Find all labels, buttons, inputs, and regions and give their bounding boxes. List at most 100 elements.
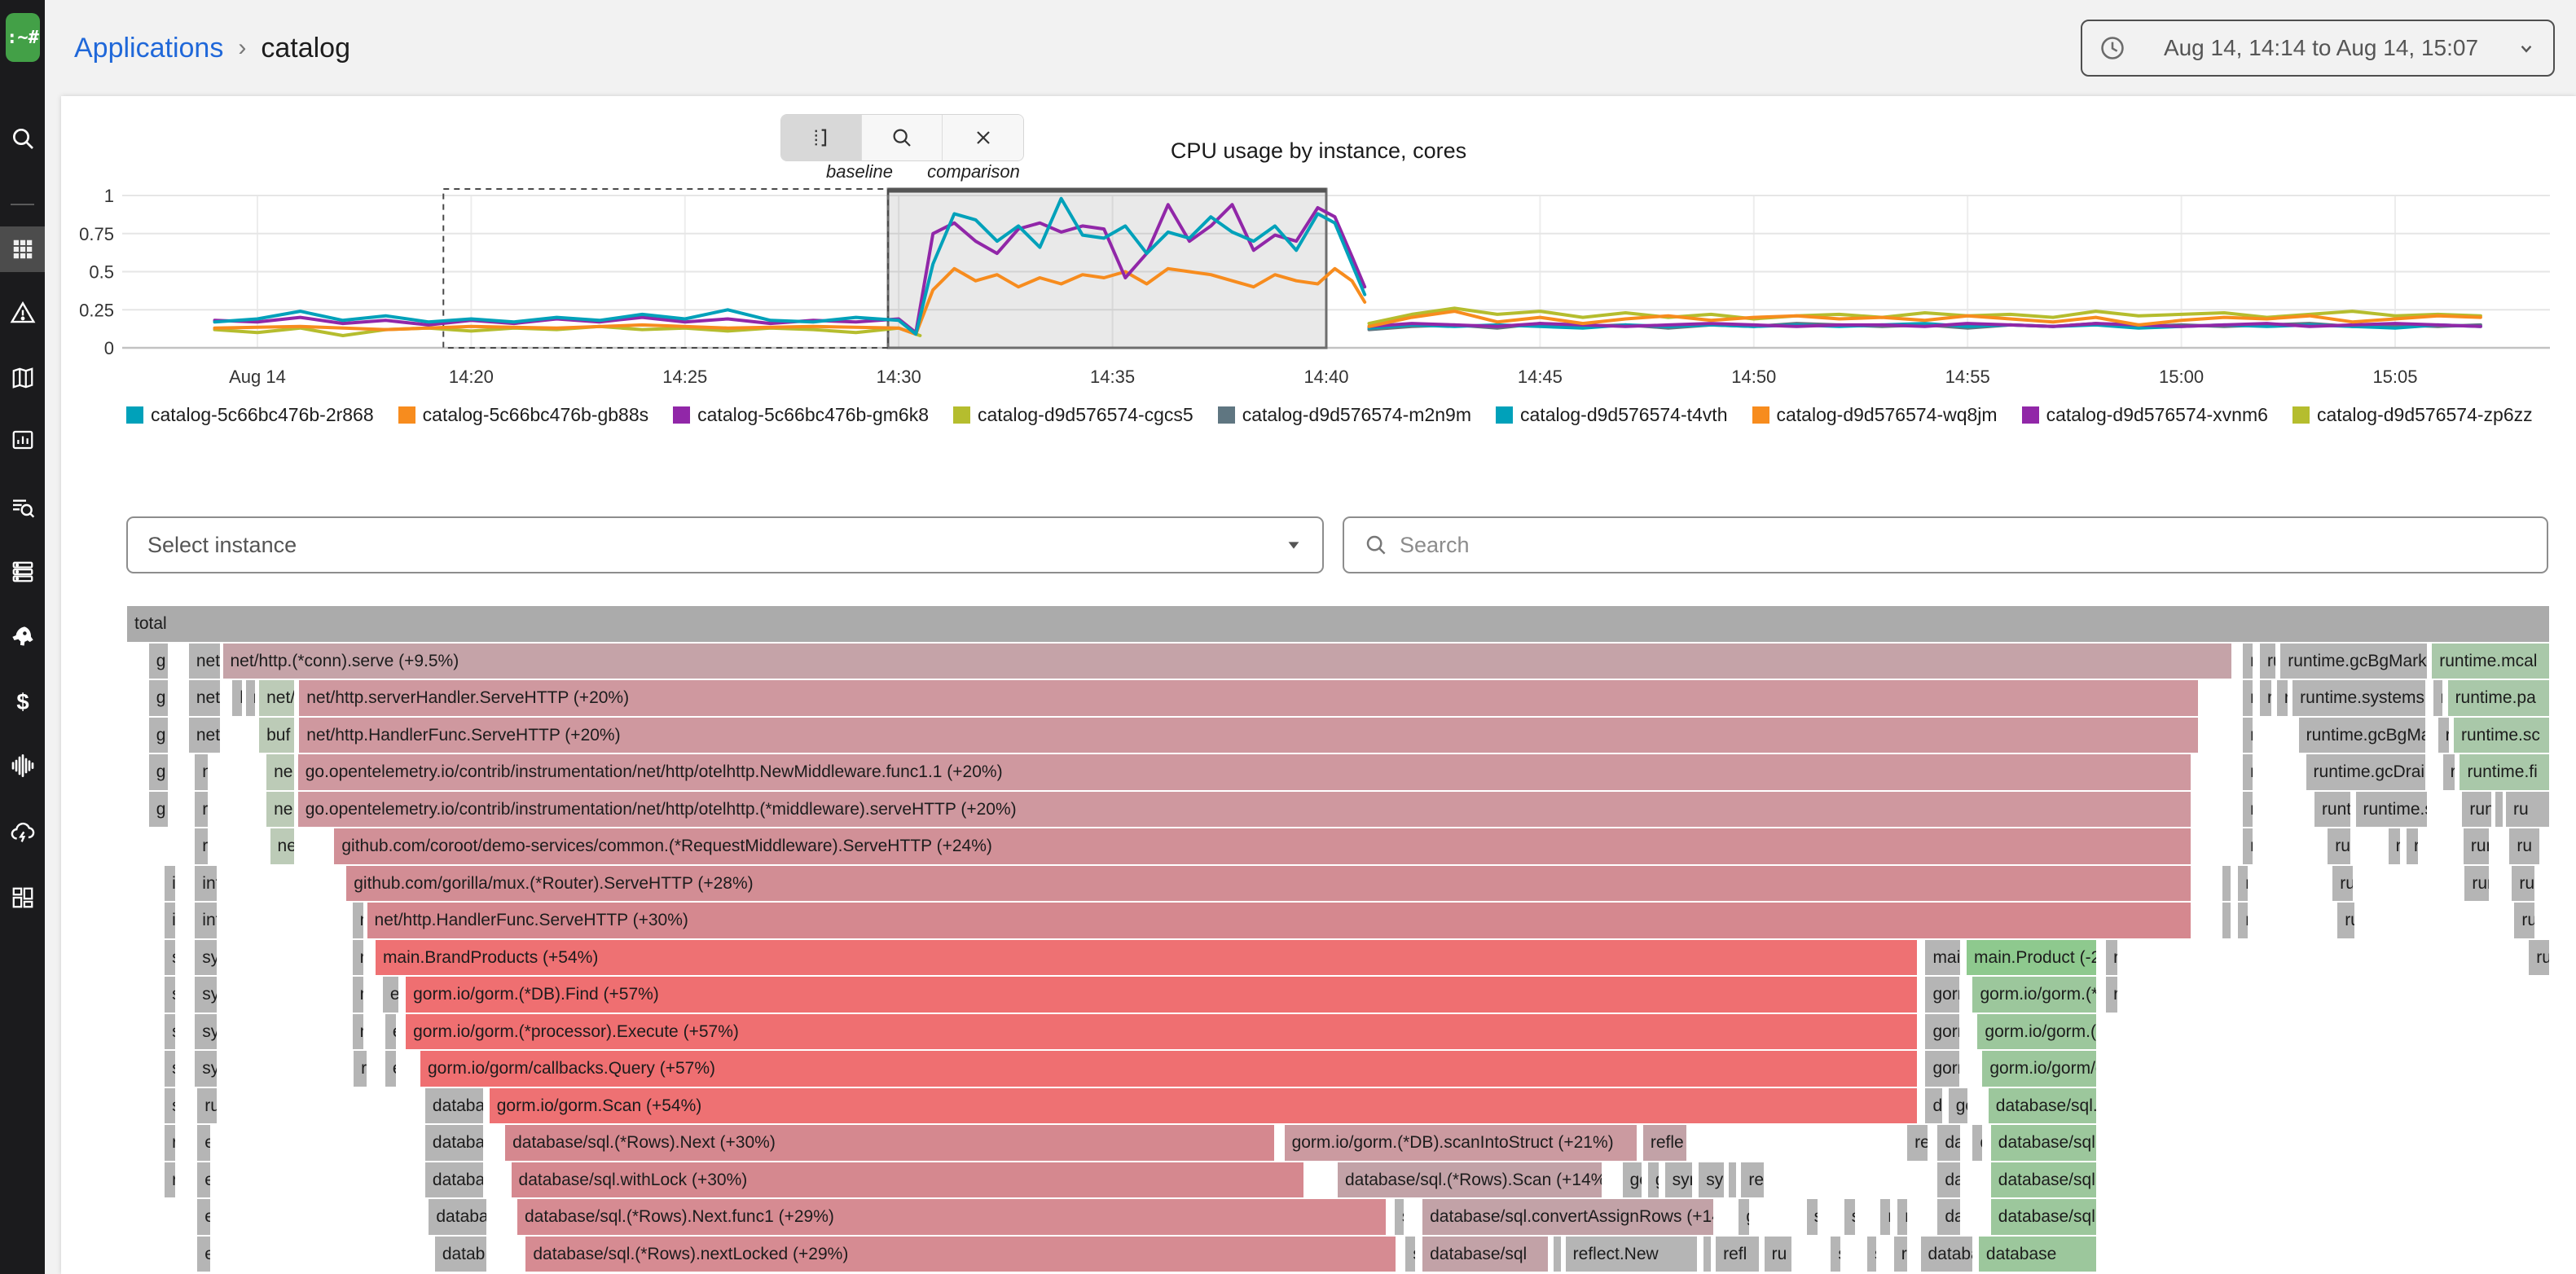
flame-segment[interactable]: s — [1830, 1236, 1841, 1272]
flame-segment[interactable]: sy — [194, 1051, 218, 1087]
flame-segment[interactable]: n — [351, 939, 364, 975]
coroot-logo[interactable]: :~# — [6, 13, 40, 62]
flame-segment[interactable]: ru — [2504, 791, 2550, 827]
flame-segment[interactable]: main.Product (-21%) — [1966, 939, 2097, 975]
flame-segment[interactable]: refle — [1642, 1125, 1687, 1161]
legend-item[interactable]: catalog-d9d576574-wq8jm — [1752, 404, 1998, 426]
flame-segment[interactable]: datab — [433, 1236, 488, 1272]
flame-segment[interactable]: gorm.io/gorm.(*DB).Find (+57%) — [405, 977, 1918, 1013]
legend-item[interactable]: catalog-5c66bc476b-gb88s — [398, 404, 648, 426]
flame-segment[interactable]: g — [147, 754, 169, 790]
flame-segment[interactable]: s — [164, 939, 176, 975]
flame-segment[interactable]: ru — [2528, 939, 2550, 975]
flame-segment[interactable]: s — [164, 1051, 176, 1087]
flame-segment[interactable]: e — [384, 1051, 397, 1087]
flame-segment[interactable]: net/http.serverHandler.ServeHTTP (+20%) — [298, 680, 2199, 716]
flame-segment[interactable]: database/sql.(*Rows).Next (+30%) — [504, 1125, 1276, 1161]
flame-segment[interactable]: n — [351, 977, 364, 1013]
flame-segment[interactable]: int — [194, 903, 218, 938]
flame-segment[interactable]: net/http.HandlerFunc.ServeHTTP (+20%) — [298, 717, 2199, 753]
flame-segment[interactable]: gorm — [1924, 1013, 1960, 1049]
flame-segment[interactable]: r — [164, 1125, 176, 1161]
flame-segment[interactable]: ru — [353, 1051, 367, 1087]
flame-segment[interactable]: main.E — [1924, 939, 1962, 975]
flame-segment[interactable]: refl — [1715, 1236, 1761, 1272]
flame-segment[interactable]: net/http.(*conn).serve (+9.5%) — [222, 643, 2233, 679]
flame-segment[interactable]: r — [2242, 791, 2253, 827]
cpu-usage-chart[interactable]: 0 0.25 0.5 0.75 1 Aug 14 14:20 14:25 14:30 14:35 1… — [61, 178, 2576, 406]
flame-segment[interactable]: rel — [1740, 1162, 1765, 1197]
flame-segment[interactable]: s — [1866, 1236, 1878, 1272]
flame-segment[interactable]: ru — [1763, 1236, 1793, 1272]
flame-segment[interactable]: i — [164, 865, 176, 901]
flame-segment[interactable]: github.com/gorilla/mux.(*Router).ServeHT… — [345, 865, 2191, 901]
flame-segment[interactable]: databa — [424, 1125, 484, 1161]
flame-segment[interactable]: go — [1621, 1162, 1642, 1197]
flame-segment[interactable]: run — [2462, 828, 2490, 864]
flame-segment[interactable]: r — [2242, 680, 2253, 716]
flame-segment[interactable]: gorm.io/gorm.(*processor).Execute (+57%) — [405, 1013, 1918, 1049]
flame-segment[interactable]: runtime.gcBgMa — [2297, 717, 2427, 753]
legend-item[interactable]: catalog-d9d576574-xvnm6 — [2021, 404, 2268, 426]
sidebar-item-clouds[interactable] — [0, 810, 45, 855]
flame-segment[interactable]: net. — [187, 717, 222, 753]
flame-segment[interactable]: ru — [196, 1087, 218, 1123]
flame-segment[interactable]: gorm.io/gorm.(*DB).scanIntoStruct (+21%) — [1283, 1125, 1637, 1161]
flame-segment[interactable]: n — [194, 754, 209, 790]
flame-segment[interactable]: gorm — [1924, 1051, 1960, 1087]
flame-segment[interactable]: l — [231, 680, 243, 716]
flame-segment[interactable]: runtime.sc — [2453, 717, 2550, 753]
flame-segment[interactable]: runtime.sca — [2354, 791, 2428, 827]
flame-segment[interactable]: n — [351, 1013, 364, 1049]
flame-segment[interactable]: ne — [266, 791, 295, 827]
flame-segment[interactable]: go.opentelemetry.io/contrib/instrumentat… — [297, 791, 2191, 827]
flame-segment[interactable]: database/sql.(*Rows).nextLocked (+29%) — [525, 1236, 1396, 1272]
flame-segment[interactable]: ru — [2387, 828, 2402, 864]
flame-segment[interactable]: sy — [194, 939, 218, 975]
flame-segment[interactable]: int — [194, 865, 218, 901]
flame-segment[interactable]: g — [147, 680, 169, 716]
flame-segment[interactable]: r — [2437, 717, 2450, 753]
flame-segment[interactable]: s — [164, 1087, 176, 1123]
flame-segment[interactable]: e — [196, 1236, 212, 1272]
flame-segment[interactable]: gorm.io/gorm.(*DB).Fi — [1972, 977, 2097, 1013]
flame-segment[interactable]: s — [164, 977, 176, 1013]
flame-segment[interactable]: ru — [2259, 643, 2276, 679]
flame-segment[interactable]: net/http.HandlerFunc.ServeHTTP (+30%) — [366, 903, 2191, 938]
flame-segment[interactable]: r — [194, 828, 209, 864]
flame-segment[interactable]: ru — [2513, 903, 2536, 938]
legend-item[interactable]: catalog-d9d576574-m2n9m — [1217, 404, 1471, 426]
legend-item[interactable]: catalog-d9d576574-cgcs5 — [953, 404, 1193, 426]
flame-segment[interactable]: r — [2242, 828, 2253, 864]
select-instance-dropdown[interactable]: Select instance — [126, 516, 1324, 573]
flame-segment[interactable]: net/ — [258, 680, 295, 716]
flame-segment[interactable]: total — [126, 606, 2550, 642]
flame-segment[interactable]: r — [2105, 939, 2119, 975]
flame-segment[interactable]: g — [147, 717, 169, 753]
flame-segment[interactable]: database/sql.(*Rows).Next.func1 (+29%) — [516, 1199, 1387, 1235]
flame-segment[interactable]: s — [1393, 1199, 1405, 1235]
flame-segment[interactable]: n — [351, 903, 364, 938]
flame-segment[interactable]: g — [147, 791, 169, 827]
flame-segment[interactable]: r — [2242, 717, 2253, 753]
flame-segment[interactable]: re — [1906, 1125, 1928, 1161]
flame-segment[interactable]: gorm.io/gorm/callba — [1981, 1051, 2097, 1087]
flame-segment[interactable]: da — [1936, 1162, 1962, 1197]
sidebar-item-dashboards[interactable] — [0, 875, 45, 920]
flame-segment[interactable]: ru — [2332, 865, 2354, 901]
flame-segment[interactable]: e — [196, 1199, 212, 1235]
flame-segment[interactable]: da — [1924, 1087, 1943, 1123]
flame-segment[interactable]: s — [1805, 1199, 1818, 1235]
flame-segment[interactable]: main.BrandProducts (+54%) — [374, 939, 1918, 975]
sidebar-item-logs[interactable] — [0, 485, 45, 531]
flame-segment[interactable]: go.opentelemetry.io/contrib/instrumentat… — [297, 754, 2191, 790]
flame-segment[interactable]: r — [1703, 1236, 1712, 1272]
flame-segment[interactable]: gorm.io/gorm.Scan (+54%) — [488, 1087, 1918, 1123]
flame-segment[interactable]: database/sql.(*DB — [1989, 1162, 2097, 1197]
flame-segment[interactable]: sy — [194, 977, 218, 1013]
flame-segment[interactable]: r — [244, 680, 257, 716]
flame-segment[interactable]: r — [1728, 1162, 1738, 1197]
legend-item[interactable]: catalog-5c66bc476b-2r868 — [126, 404, 374, 426]
flame-segment[interactable]: r — [1879, 1199, 1891, 1235]
sidebar-item-service-map[interactable] — [0, 355, 45, 401]
